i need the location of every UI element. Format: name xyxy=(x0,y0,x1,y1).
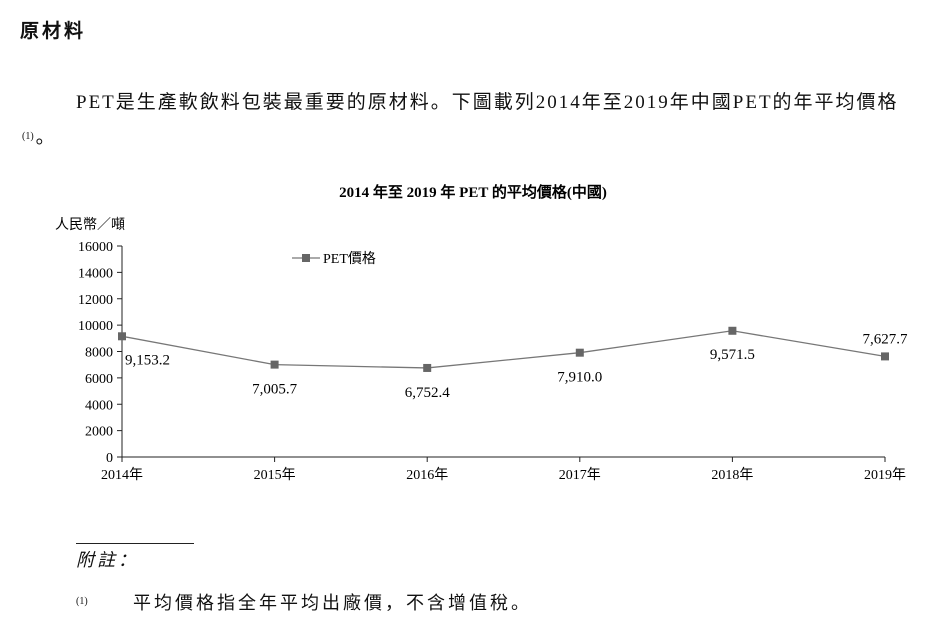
notes-divider xyxy=(76,543,194,544)
data-point xyxy=(575,348,584,357)
chart-title: 2014 年至 2019 年 PET 的平均價格(中國) xyxy=(339,183,607,201)
data-label: 9,571.5 xyxy=(710,347,755,363)
x-tick-label: 2016年 xyxy=(406,467,448,483)
x-tick-label: 2019年 xyxy=(864,467,906,483)
y-tick-label: 10000 xyxy=(78,319,113,334)
x-tick-label: 2014年 xyxy=(101,467,143,483)
x-tick-label: 2017年 xyxy=(559,467,601,483)
note-text: 平均價格指全年平均出廠價，不含增值稅。 xyxy=(133,593,532,613)
pet-price-chart: 2014 年至 2019 年 PET 的平均價格(中國) 人民幣／噸 0 2000 40… xyxy=(55,183,909,483)
legend-marker xyxy=(302,254,310,262)
data-point xyxy=(118,332,126,341)
section-title: 原材料 xyxy=(20,20,87,42)
data-label: 7,005.7 xyxy=(252,382,298,398)
data-point xyxy=(881,352,889,361)
x-tick-label: 2015年 xyxy=(254,467,296,483)
data-label: 7,910.0 xyxy=(557,370,602,386)
y-tick-label: 4000 xyxy=(85,398,113,413)
intro-paragraph: PET是生產軟飲料包裝最重要的原材料。下圖載列2014年至2019年中國PET的… xyxy=(20,86,930,155)
data-label: 9,153.2 xyxy=(125,352,170,368)
paragraph-end: 。 xyxy=(35,127,57,148)
note-number: (1) xyxy=(76,596,88,607)
series-line-pet-price xyxy=(121,330,886,369)
data-point xyxy=(270,360,279,369)
y-axis-label: 人民幣／噸 xyxy=(55,217,125,233)
x-tick-label: 2018年 xyxy=(711,467,753,483)
notes-heading: 附註： xyxy=(76,550,139,570)
y-tick-label: 2000 xyxy=(85,425,113,440)
footnote-ref: (1) xyxy=(22,131,34,142)
data-point xyxy=(728,326,737,335)
data-label: 7,627.7 xyxy=(863,331,909,347)
y-tick-label: 16000 xyxy=(78,240,113,255)
y-tick-label: 14000 xyxy=(78,266,113,281)
y-tick-label: 8000 xyxy=(85,346,113,361)
data-label: 6,752.4 xyxy=(405,385,451,401)
paragraph-text: PET是生產軟飲料包裝最重要的原材料。下圖載列2014年至2019年中國PET的… xyxy=(76,92,899,113)
y-tick-label: 6000 xyxy=(85,372,113,387)
legend-label: PET價格 xyxy=(323,250,376,267)
y-tick-label: 12000 xyxy=(78,293,113,308)
data-point xyxy=(423,363,432,372)
y-tick-label: 0 xyxy=(106,451,113,466)
